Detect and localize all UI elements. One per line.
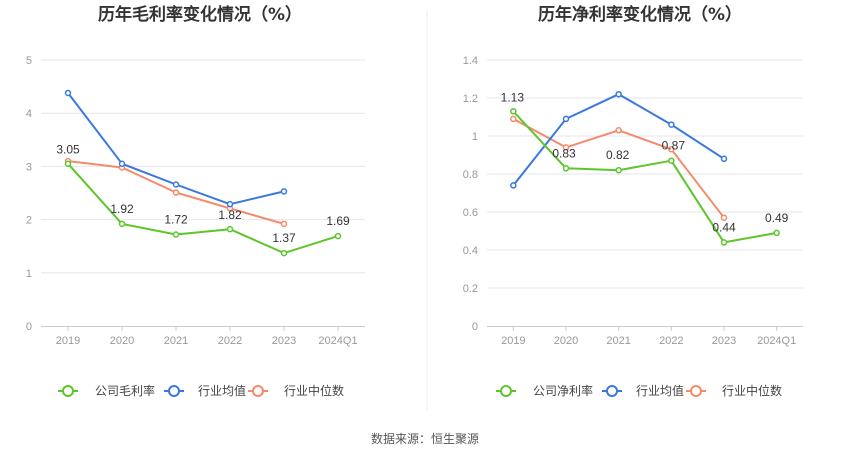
data-label: 1.92: [110, 202, 134, 216]
data-point-industry_median[interactable]: [615, 127, 622, 134]
legend-label: 行业中位数: [284, 383, 344, 398]
legend-label: 公司毛利率: [95, 383, 155, 398]
data-point-industry_avg[interactable]: [720, 155, 728, 163]
data-label: 0.49: [765, 211, 789, 225]
legend-item-company[interactable]: 公司净利率: [496, 383, 593, 398]
data-point-company[interactable]: [118, 220, 126, 228]
net-margin-chart: 历年净利率变化情况（%） 0 0.2 0.4 0.6 0.8 1 1.2 1.4 2019 2020…: [463, 4, 803, 398]
x-tick-label: 2023: [272, 335, 296, 347]
series-line-company: [67, 163, 339, 255]
data-point-industry_median[interactable]: [280, 220, 288, 228]
data-label: 0.83: [552, 146, 576, 160]
data-point-company[interactable]: [615, 166, 622, 174]
y-tick-label: 1: [26, 268, 32, 280]
legend-marker: [500, 385, 512, 397]
data-point-industry_median[interactable]: [562, 144, 570, 151]
data-point-industry_avg[interactable]: [562, 115, 570, 123]
data-point-industry_avg[interactable]: [280, 188, 288, 195]
x-tick-label: 2022: [218, 335, 242, 347]
x-tick-label: 2024Q1: [318, 335, 357, 347]
gross-margin-chart: 历年毛利率变化情况（%） 0 1 2 3 4 5 2019 2020 2021 2022 2023 20…: [26, 4, 365, 398]
data-point-industry_avg[interactable]: [172, 181, 180, 188]
y-tick-label: 4: [26, 108, 32, 120]
data-point-company[interactable]: [562, 165, 570, 172]
data-point-company[interactable]: [280, 249, 288, 257]
x-tick-label: 2019: [56, 335, 80, 347]
y-tick-label: 0.6: [463, 207, 478, 219]
data-point-industry_avg[interactable]: [226, 200, 234, 208]
y-tick-label: 1: [472, 131, 478, 143]
y-tick-label: 3: [26, 161, 32, 173]
y-tick-label: 0: [26, 321, 32, 333]
data-label: 0.82: [606, 148, 630, 162]
data-point-industry_avg[interactable]: [510, 182, 517, 189]
x-tick-label: 2024Q1: [757, 335, 796, 347]
x-tick-label: 2023: [712, 335, 736, 347]
data-point-industry_avg[interactable]: [668, 121, 675, 128]
x-tick-label: 2022: [659, 335, 683, 347]
y-tick-label: 2: [26, 215, 32, 227]
series-line-company: [512, 110, 777, 244]
legend-label: 行业中位数: [722, 383, 782, 398]
x-tick-label: 2021: [164, 335, 188, 347]
data-point-company[interactable]: [773, 229, 780, 237]
legend-item-industry_avg[interactable]: 行业均值: [602, 383, 684, 398]
data-point-industry_median[interactable]: [510, 115, 517, 123]
data-point-company[interactable]: [720, 239, 728, 246]
data-point-industry_avg[interactable]: [615, 90, 622, 98]
legend-marker: [606, 385, 618, 397]
y-tick-label: 0.2: [463, 283, 478, 295]
data-label: 1.72: [164, 212, 188, 226]
data-point-industry_avg[interactable]: [118, 160, 126, 167]
legend-item-industry_avg[interactable]: 行业均值: [164, 383, 246, 398]
data-point-industry_median[interactable]: [668, 146, 675, 153]
data-point-company[interactable]: [64, 160, 72, 167]
x-tick-label: 2020: [554, 335, 578, 347]
chart-title: 历年净利率变化情况（%）: [538, 4, 742, 25]
y-tick-label: 1.4: [463, 55, 478, 67]
y-tick-label: 0: [472, 321, 478, 333]
legend-item-company[interactable]: 公司毛利率: [58, 383, 155, 398]
data-label: 1.37: [272, 231, 296, 245]
y-tick-label: 0.8: [463, 169, 478, 181]
data-label: 0.44: [712, 220, 736, 234]
data-point-industry_median[interactable]: [172, 189, 180, 196]
data-label: 3.05: [56, 143, 80, 157]
data-point-industry_median[interactable]: [720, 214, 728, 221]
x-tick-label: 2020: [110, 335, 134, 347]
x-tick-label: 2021: [606, 335, 630, 347]
y-tick-label: 0.4: [463, 245, 478, 257]
data-point-company[interactable]: [668, 157, 675, 164]
chart-title: 历年毛利率变化情况（%）: [98, 4, 302, 25]
legend-item-industry_median[interactable]: 行业中位数: [686, 383, 782, 398]
data-point-company[interactable]: [510, 108, 517, 115]
legend-label: 行业均值: [636, 383, 684, 398]
data-point-company[interactable]: [334, 232, 342, 240]
legend-marker: [62, 385, 74, 397]
legend-marker: [252, 385, 264, 397]
data-label: 1.13: [501, 90, 525, 104]
data-label: 1.69: [326, 214, 350, 228]
data-source-note: 数据来源：恒生聚源: [371, 431, 479, 446]
data-point-industry_avg[interactable]: [64, 89, 72, 97]
data-point-company[interactable]: [226, 225, 234, 233]
y-tick-label: 5: [26, 55, 32, 67]
x-tick-label: 2019: [501, 335, 525, 347]
legend-label: 公司净利率: [533, 383, 593, 398]
legend-marker: [168, 385, 180, 397]
y-tick-label: 1.2: [463, 93, 478, 105]
data-label: 0.87: [662, 139, 686, 153]
legend-marker: [690, 385, 702, 397]
legend-label: 行业均值: [198, 383, 246, 398]
legend-item-industry_median[interactable]: 行业中位数: [248, 383, 344, 398]
data-point-company[interactable]: [172, 231, 180, 238]
data-label: 1.82: [218, 208, 242, 222]
